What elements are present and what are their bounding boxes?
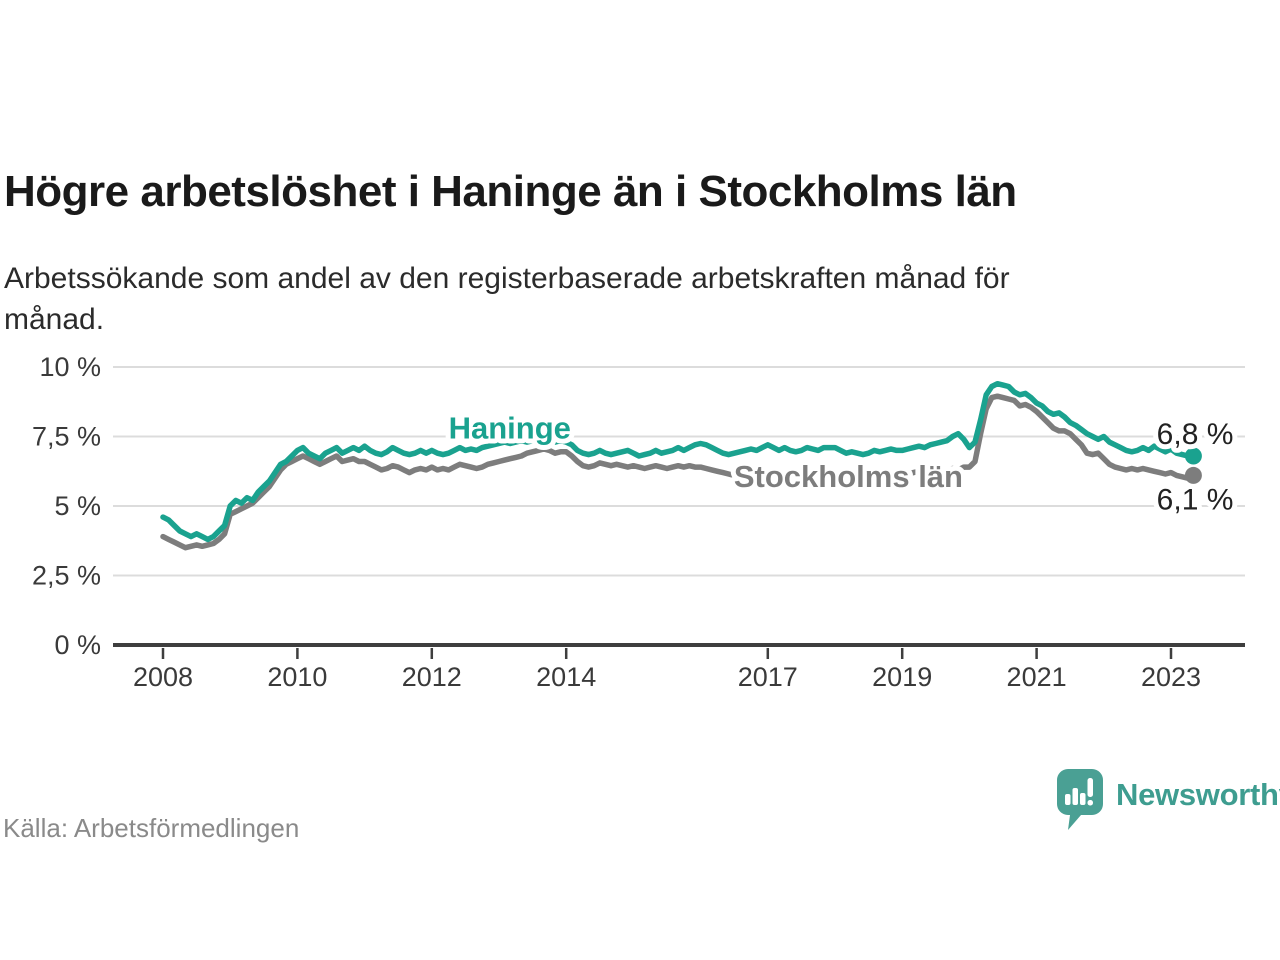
unemployment-chart: 2008 2010 2012 2014 2017 2019 2021 2023 0 % 2,5 %…	[32, 352, 1245, 692]
series-line-haninge	[160, 380, 1197, 543]
page-title: Högre arbetslöshet i Haninge än i Stockh…	[4, 167, 1017, 217]
x-tick-label: 2008	[133, 662, 193, 692]
y-tick-label: 2,5 %	[32, 561, 101, 591]
series-label-stockholm: Stockholms län	[734, 459, 963, 494]
x-tick-label: 2023	[1141, 662, 1201, 692]
series-label-haninge: Haninge	[449, 411, 571, 446]
series-end-dot-haninge	[1184, 447, 1202, 465]
source-note: Källa: Arbetsförmedlingen	[3, 813, 300, 843]
newsworthy-logo: Newsworthy	[1056, 768, 1280, 831]
x-tick-label: 2017	[738, 662, 798, 692]
newsworthy-bubble-chart-icon	[1057, 769, 1103, 830]
y-tick-label: 10 %	[39, 352, 101, 382]
x-tick-label: 2010	[267, 662, 327, 692]
x-tick-label: 2014	[536, 662, 596, 692]
end-value-label-haninge: 6,8 %	[1157, 418, 1234, 451]
y-tick-label: 0 %	[54, 630, 101, 660]
series-line-stockholm	[160, 393, 1197, 551]
brand-name: Newsworthy	[1116, 777, 1280, 812]
page-subtitle: Arbetssökande som andel av den registerb…	[4, 262, 1010, 337]
end-value-label-stockholm: 6,1 %	[1157, 483, 1234, 516]
y-tick-label: 5 %	[54, 491, 101, 521]
x-tick-label: 2021	[1007, 662, 1067, 692]
x-tick-label: 2012	[402, 662, 462, 692]
series-end-dot-stockholm	[1184, 466, 1202, 484]
x-tick-label: 2019	[872, 662, 932, 692]
y-tick-label: 7,5 %	[32, 422, 101, 452]
